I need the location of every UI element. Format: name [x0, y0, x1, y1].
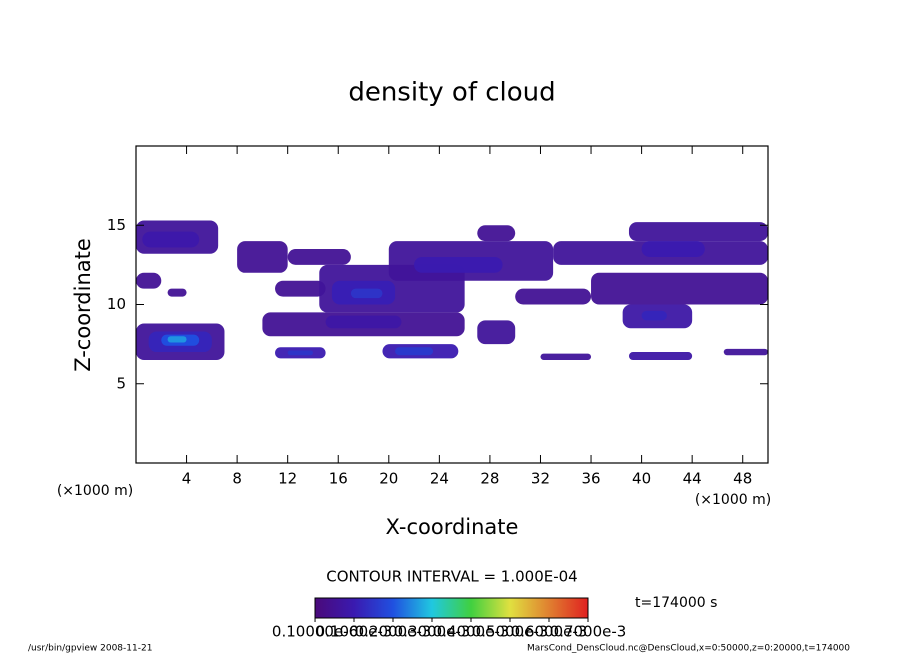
cloud-cell [591, 272, 768, 305]
colorbar-tick-label: 0.1000e-3 [316, 623, 393, 641]
y-tick-label: 5 [116, 374, 126, 392]
cloud-cell [167, 336, 187, 343]
cloud-cell [723, 348, 768, 356]
contour-interval: CONTOUR INTERVAL = 1.000E-04 [326, 568, 577, 586]
cloud-cell [540, 353, 592, 360]
cloud-cell [515, 288, 592, 305]
colorbar-tick-label: 0.2000e-3 [355, 623, 432, 641]
x-axis-label: X-coordinate [386, 515, 519, 539]
x-tick-label: 8 [232, 470, 242, 488]
cloud-cell [641, 241, 705, 257]
cloud-cell [628, 222, 768, 242]
footer-right: MarsCond_DensCloud.nc@DensCloud,x=0:5000… [527, 644, 850, 654]
x-tick-label: 20 [379, 470, 398, 488]
colorbar-tick-label: 0.6000e-3 [511, 623, 588, 641]
colorbar-tick-label: 0.4000e-3 [433, 623, 510, 641]
cloud-cell [287, 249, 351, 265]
cloud-cell [287, 350, 313, 356]
colorbar-tick-label: 0.3000e-3 [394, 623, 471, 641]
y-tick-label: 10 [107, 295, 126, 313]
chart-title: density of cloud [348, 78, 555, 108]
colorbar [314, 597, 589, 619]
footer-left: /usr/bin/gpview 2008-11-21 [28, 644, 152, 654]
x-tick-label: 12 [278, 470, 297, 488]
x-unit: (×1000 m) [695, 492, 771, 508]
cloud-cell [477, 225, 516, 242]
y-unit: (×1000 m) [57, 483, 133, 499]
colorbar-tick-label: 0.10000e-6 [272, 623, 358, 641]
colorbar-tick-label: 0.5000e-3 [472, 623, 549, 641]
colorbar-tick-label: 0.7000e-3 [550, 623, 627, 641]
time-label: t=174000 s [635, 595, 717, 611]
cloud-cell [350, 288, 383, 299]
x-tick-label: 4 [182, 470, 192, 488]
x-tick-label: 36 [581, 470, 600, 488]
y-tick-label: 15 [107, 216, 126, 234]
contour-fill [136, 220, 768, 360]
cloud-cell [395, 347, 434, 356]
x-tick-label: 28 [480, 470, 499, 488]
cloud-cell [275, 280, 326, 297]
cloud-cell [414, 256, 503, 273]
cloud-cell [237, 241, 288, 273]
cloud-cell [142, 231, 200, 248]
cloud-cell [628, 352, 693, 360]
cloud-cell [136, 272, 162, 289]
x-tick-label: 16 [329, 470, 348, 488]
x-tick-label: 40 [632, 470, 651, 488]
cloud-cell [167, 288, 187, 297]
cloud-cell [325, 315, 402, 329]
x-tick-label: 44 [683, 470, 702, 488]
cloud-cell [641, 310, 667, 321]
x-tick-label: 24 [430, 470, 449, 488]
x-tick-label: 48 [733, 470, 752, 488]
x-tick-label: 32 [531, 470, 550, 488]
y-axis-label: Z-coordinate [71, 238, 95, 372]
cloud-cell [477, 320, 516, 345]
